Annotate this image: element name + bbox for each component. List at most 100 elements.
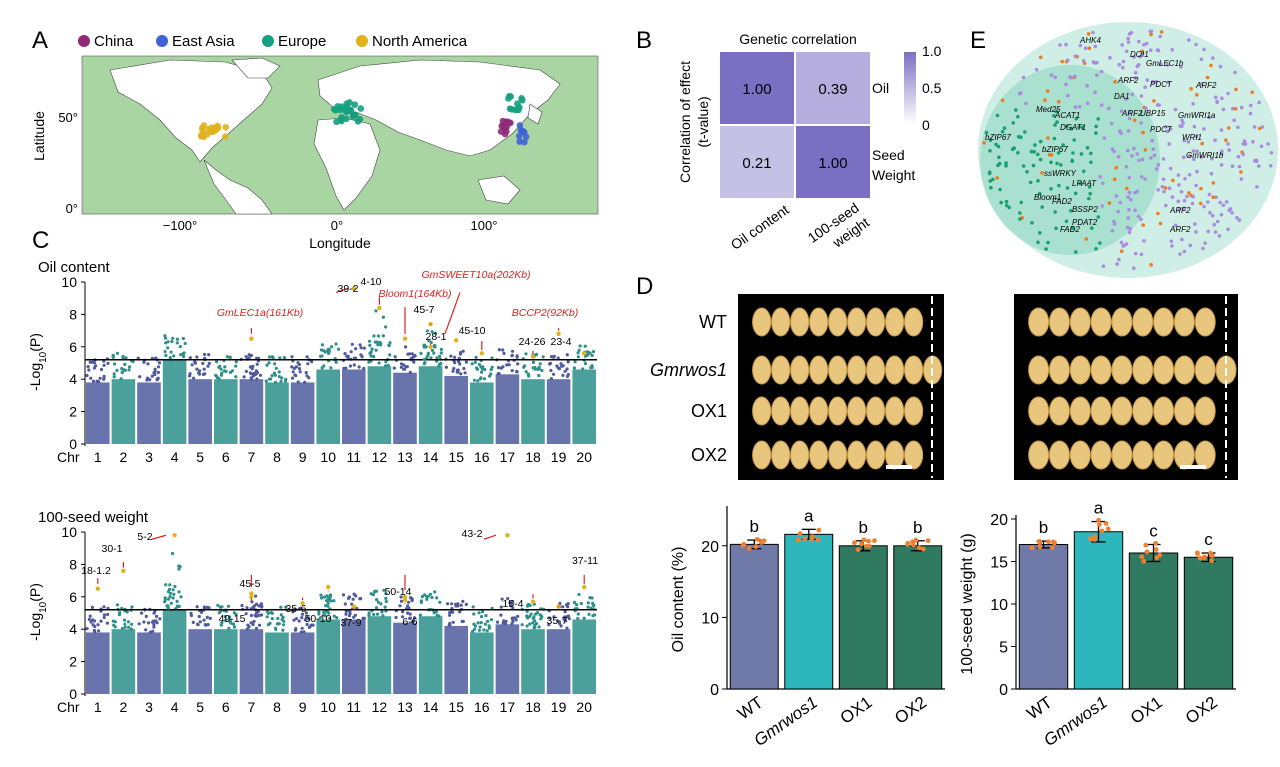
snp-point — [175, 337, 179, 341]
network-node — [1107, 106, 1111, 111]
snp-point — [322, 595, 326, 599]
network-node — [1084, 237, 1089, 241]
snp-point — [142, 620, 146, 624]
network-node — [1149, 156, 1153, 160]
replicate-point — [1092, 534, 1098, 540]
seed — [1069, 307, 1091, 337]
network-node — [1226, 126, 1231, 130]
replicate-point — [754, 536, 760, 542]
snp-point — [557, 367, 562, 371]
network-node — [1151, 147, 1156, 151]
network-node — [1032, 150, 1036, 154]
network-node — [1078, 181, 1083, 186]
snp-point — [559, 362, 563, 366]
network-node — [1199, 155, 1204, 159]
seed — [1194, 440, 1216, 470]
snp-point — [327, 351, 331, 355]
network-node — [1112, 149, 1116, 154]
network-node — [1078, 43, 1083, 48]
replicate-point — [1194, 550, 1200, 556]
network-node — [1064, 42, 1068, 47]
bar-ytick-label: 20 — [990, 512, 1008, 529]
network-node — [1198, 201, 1203, 206]
snp-point — [223, 365, 227, 369]
snp-point — [248, 365, 252, 369]
seed — [1194, 355, 1216, 385]
network-node — [1073, 191, 1078, 196]
snp-point — [152, 625, 156, 629]
snp-point — [392, 366, 396, 370]
network-node — [1189, 87, 1193, 91]
snp-point — [334, 360, 338, 364]
snp-point — [152, 611, 156, 615]
snp-point — [138, 375, 142, 379]
network-node — [1039, 55, 1043, 60]
peak-annotation: 30-1 — [101, 543, 122, 555]
network-gene-label: ARF2 — [1169, 206, 1191, 215]
snp-point — [430, 595, 434, 600]
snp-point — [590, 596, 594, 600]
snp-point — [232, 625, 237, 629]
snp-point — [576, 351, 580, 355]
replicate-point — [861, 537, 867, 543]
network-node — [1165, 129, 1170, 134]
network-node — [1154, 167, 1159, 171]
network-node — [1000, 98, 1005, 103]
manhattan-chr-band — [239, 629, 264, 694]
snp-point — [264, 379, 268, 383]
network-node — [1242, 139, 1247, 143]
snp-point — [555, 364, 559, 368]
snp-point — [259, 613, 264, 617]
network-node — [1144, 41, 1149, 46]
network-gene-label: Med25 — [1036, 105, 1061, 114]
network-node — [1221, 107, 1226, 112]
network-node — [1004, 161, 1008, 165]
map-x-axis: −100° 0° 100° Longitude — [163, 218, 498, 251]
network-node — [1182, 138, 1186, 143]
manhattan-oil-title: Oil content — [38, 259, 111, 276]
network-node — [1053, 210, 1057, 214]
network-node — [1227, 208, 1231, 213]
snp-point — [565, 374, 570, 378]
network-node — [1170, 244, 1174, 248]
snp-point — [477, 611, 481, 615]
network-node — [1250, 90, 1254, 95]
snp-point — [115, 351, 119, 355]
replicate-point — [815, 537, 821, 543]
network-node — [1139, 121, 1143, 125]
network-node — [1220, 96, 1224, 100]
network-node — [1206, 200, 1210, 204]
network-node — [1119, 249, 1124, 253]
chromosome-label: 19 — [551, 449, 567, 465]
snp-point — [552, 354, 556, 358]
snp-point — [344, 617, 348, 621]
heatmap-ylabel-line1: Correlation of effect — [677, 61, 693, 183]
network-node — [1016, 114, 1020, 119]
snp-point — [368, 351, 372, 355]
network-node — [1114, 194, 1119, 198]
snp-point — [230, 369, 234, 373]
replicate-point — [1197, 555, 1203, 561]
chromosome-label: 13 — [397, 699, 413, 715]
snp-point — [525, 609, 529, 614]
snp-point — [283, 379, 287, 383]
peak-point — [376, 343, 380, 347]
map-legend: China East Asia Europe North America — [78, 33, 468, 50]
snp-point — [146, 362, 150, 366]
network-node — [1116, 154, 1121, 159]
network-gene-labels: AHK4 DOI1 ARF2 GmLEC1b ARF2 PDCT DA1 ARF2 bZIP67… — [985, 36, 1224, 234]
peak-point — [525, 614, 529, 618]
network-node — [987, 171, 992, 176]
heatmap-colorbar: 1.0 0.5 0 — [904, 43, 942, 133]
snp-point — [484, 614, 488, 618]
snp-point — [234, 360, 238, 364]
network-node — [1191, 149, 1196, 153]
manhattan-chr-band — [137, 632, 161, 694]
heatmap-cell — [720, 52, 794, 124]
snp-point — [123, 625, 127, 629]
snp-point — [224, 369, 228, 373]
snp-point — [218, 364, 222, 368]
snp-point — [451, 620, 455, 624]
snp-point — [169, 350, 173, 354]
manhattan-chr-band — [546, 379, 571, 444]
